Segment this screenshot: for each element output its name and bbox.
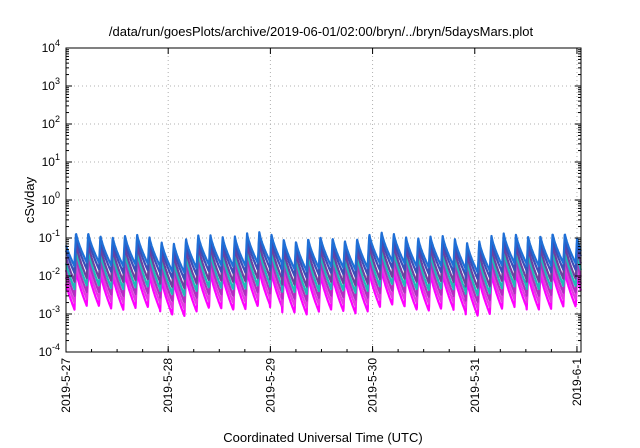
series-line <box>64 247 582 297</box>
y-tick-label: 101 <box>42 152 60 169</box>
x-tick-label: 2019-5-30 <box>366 358 380 413</box>
x-tick-label: 2019-5-28 <box>161 358 175 413</box>
y-axis: 10-4 10-3 10-2 10-1 100 101 102 103 104 <box>39 38 581 359</box>
series-line <box>64 267 582 317</box>
series-line <box>64 231 582 274</box>
y-tick-label: 102 <box>42 114 60 131</box>
y-tick-label: 104 <box>42 38 60 55</box>
x-axis: 2019-5-27 2019-5-28 2019-5-29 2019-5-30 2019… <box>59 48 584 413</box>
y-tick-label: 10-2 <box>39 266 60 283</box>
series-line <box>64 241 582 290</box>
y-tick-label: 10-3 <box>39 304 60 321</box>
y-tick-label: 10-1 <box>39 228 60 245</box>
chart-title: /data/run/goesPlots/archive/2019-06-01/0… <box>109 24 534 39</box>
x-tick-label: 2019-6-1 <box>570 358 584 406</box>
y-tick-label: 103 <box>42 76 60 93</box>
y-tick-label: 10-4 <box>39 342 60 359</box>
x-axis-label: Coordinated Universal Time (UTC) <box>223 430 422 445</box>
series-line <box>64 253 582 304</box>
x-tick-label: 2019-5-27 <box>59 358 73 413</box>
x-tick-label: 2019-5-31 <box>468 358 482 413</box>
plot-frame <box>65 47 582 353</box>
grid <box>65 48 581 352</box>
series-group <box>64 231 582 317</box>
series-line <box>64 235 582 281</box>
x-tick-label: 2019-5-29 <box>263 358 277 413</box>
y-axis-label: cSv/day <box>22 176 37 223</box>
y-tick-label: 100 <box>42 190 60 207</box>
series-line <box>64 261 582 310</box>
